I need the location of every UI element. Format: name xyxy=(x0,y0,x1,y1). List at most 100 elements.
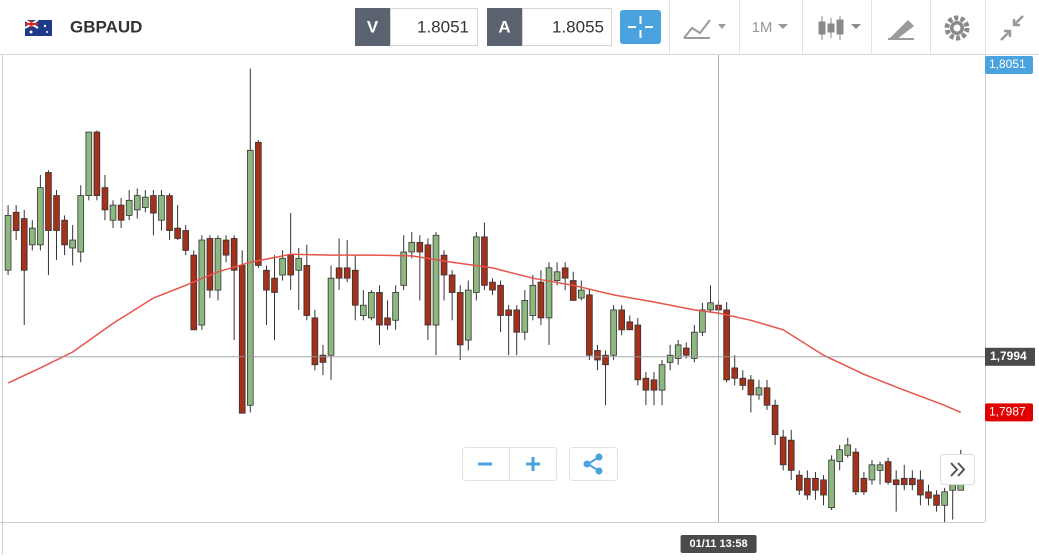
candle-body xyxy=(368,292,375,319)
candle-body xyxy=(133,195,141,211)
ask-box[interactable] xyxy=(522,8,612,46)
price-marker-badge xyxy=(985,56,1033,74)
candle-body xyxy=(650,379,658,391)
candle-body xyxy=(271,277,278,293)
candle-body xyxy=(836,449,843,463)
candle-body xyxy=(529,284,537,316)
crosshair-button[interactable] xyxy=(620,10,661,44)
candle-body xyxy=(481,236,488,286)
candle-body xyxy=(85,131,93,196)
candle-body xyxy=(909,477,916,486)
draw-button[interactable] xyxy=(888,20,914,40)
candle-body xyxy=(28,227,36,246)
candle-body xyxy=(513,309,521,333)
candle-body xyxy=(198,239,206,326)
candle-body xyxy=(610,309,617,356)
flag-icon xyxy=(24,19,52,36)
candle-body xyxy=(464,289,472,341)
candle-body xyxy=(408,242,416,253)
candle-body xyxy=(707,302,714,311)
candle-body xyxy=(594,350,601,361)
candle-body xyxy=(787,439,795,471)
candle-body xyxy=(658,364,666,391)
candle-body xyxy=(61,219,68,246)
candle-body xyxy=(190,254,198,331)
candle-body xyxy=(941,491,948,506)
candle-body xyxy=(868,464,876,481)
candle-body xyxy=(763,387,771,406)
candle-body xyxy=(319,354,327,363)
symbol: GBPAUD xyxy=(70,17,142,36)
candle-body xyxy=(602,354,609,366)
candle-body xyxy=(376,292,383,326)
candle-body xyxy=(448,274,456,293)
candle-body xyxy=(222,239,230,256)
candle-body xyxy=(553,271,561,281)
bid-button[interactable] xyxy=(355,8,390,46)
candle-body xyxy=(77,195,85,253)
candle-body xyxy=(53,195,60,231)
candle-body xyxy=(505,309,512,316)
settings-button[interactable] xyxy=(944,15,970,41)
candle-body xyxy=(731,367,739,379)
chart-type-button[interactable] xyxy=(683,19,726,39)
candle-body xyxy=(682,347,690,356)
candle-body xyxy=(335,267,343,279)
candle-body xyxy=(779,436,787,466)
candle-body xyxy=(351,269,359,306)
share-button[interactable] xyxy=(569,447,618,481)
candle-body xyxy=(360,304,367,316)
candle-body xyxy=(158,195,165,221)
candle-body xyxy=(795,474,803,491)
candle-body xyxy=(755,387,763,396)
price-marker-label: 1,8051 xyxy=(989,57,1026,71)
candle-body xyxy=(295,257,303,271)
candle-style-button[interactable] xyxy=(818,16,861,40)
bid-box[interactable] xyxy=(390,8,478,46)
candle-body xyxy=(246,149,254,406)
toolbar-separators xyxy=(669,0,986,54)
candle-body xyxy=(343,267,351,279)
candle-body xyxy=(263,269,270,291)
candle-body xyxy=(747,379,755,396)
candle-body xyxy=(804,477,811,496)
candle-body xyxy=(561,267,569,279)
candle-body xyxy=(844,444,852,456)
price-marker-badge xyxy=(985,403,1033,422)
candle-body xyxy=(287,254,294,276)
candle-body xyxy=(20,218,28,271)
collapse-button[interactable] xyxy=(1000,15,1024,41)
scroll-forward-button[interactable] xyxy=(940,454,975,485)
candle-body xyxy=(109,204,117,221)
candle-body xyxy=(666,354,674,363)
candle-body xyxy=(166,195,173,231)
candle-body xyxy=(739,377,747,386)
timeframe-arrow xyxy=(778,24,788,29)
candle-body xyxy=(917,479,924,496)
candle-body xyxy=(691,331,698,359)
candle-body xyxy=(230,238,238,271)
crosshair-price-badge xyxy=(985,347,1035,366)
candle-body xyxy=(456,292,464,346)
candle-body xyxy=(586,294,593,356)
price-marker-label: 1,7987 xyxy=(989,405,1026,419)
candle-body xyxy=(45,172,52,231)
candle-body xyxy=(828,459,835,509)
candle-body xyxy=(182,230,190,251)
candle-body xyxy=(392,292,399,321)
timeframe[interactable]: 1M xyxy=(752,19,773,36)
candle-body xyxy=(4,215,12,271)
ask-button[interactable] xyxy=(487,8,522,46)
candle-body xyxy=(150,195,157,214)
zoom-in-button[interactable] xyxy=(526,457,540,471)
candle-body xyxy=(771,404,779,436)
data-layer xyxy=(4,68,965,522)
candle-body xyxy=(238,265,246,414)
candle-body xyxy=(303,265,311,316)
candle-body xyxy=(642,377,650,391)
candle-body xyxy=(545,267,553,319)
candle-body xyxy=(497,284,504,316)
candle-body xyxy=(432,234,440,326)
candle-body xyxy=(174,227,181,239)
